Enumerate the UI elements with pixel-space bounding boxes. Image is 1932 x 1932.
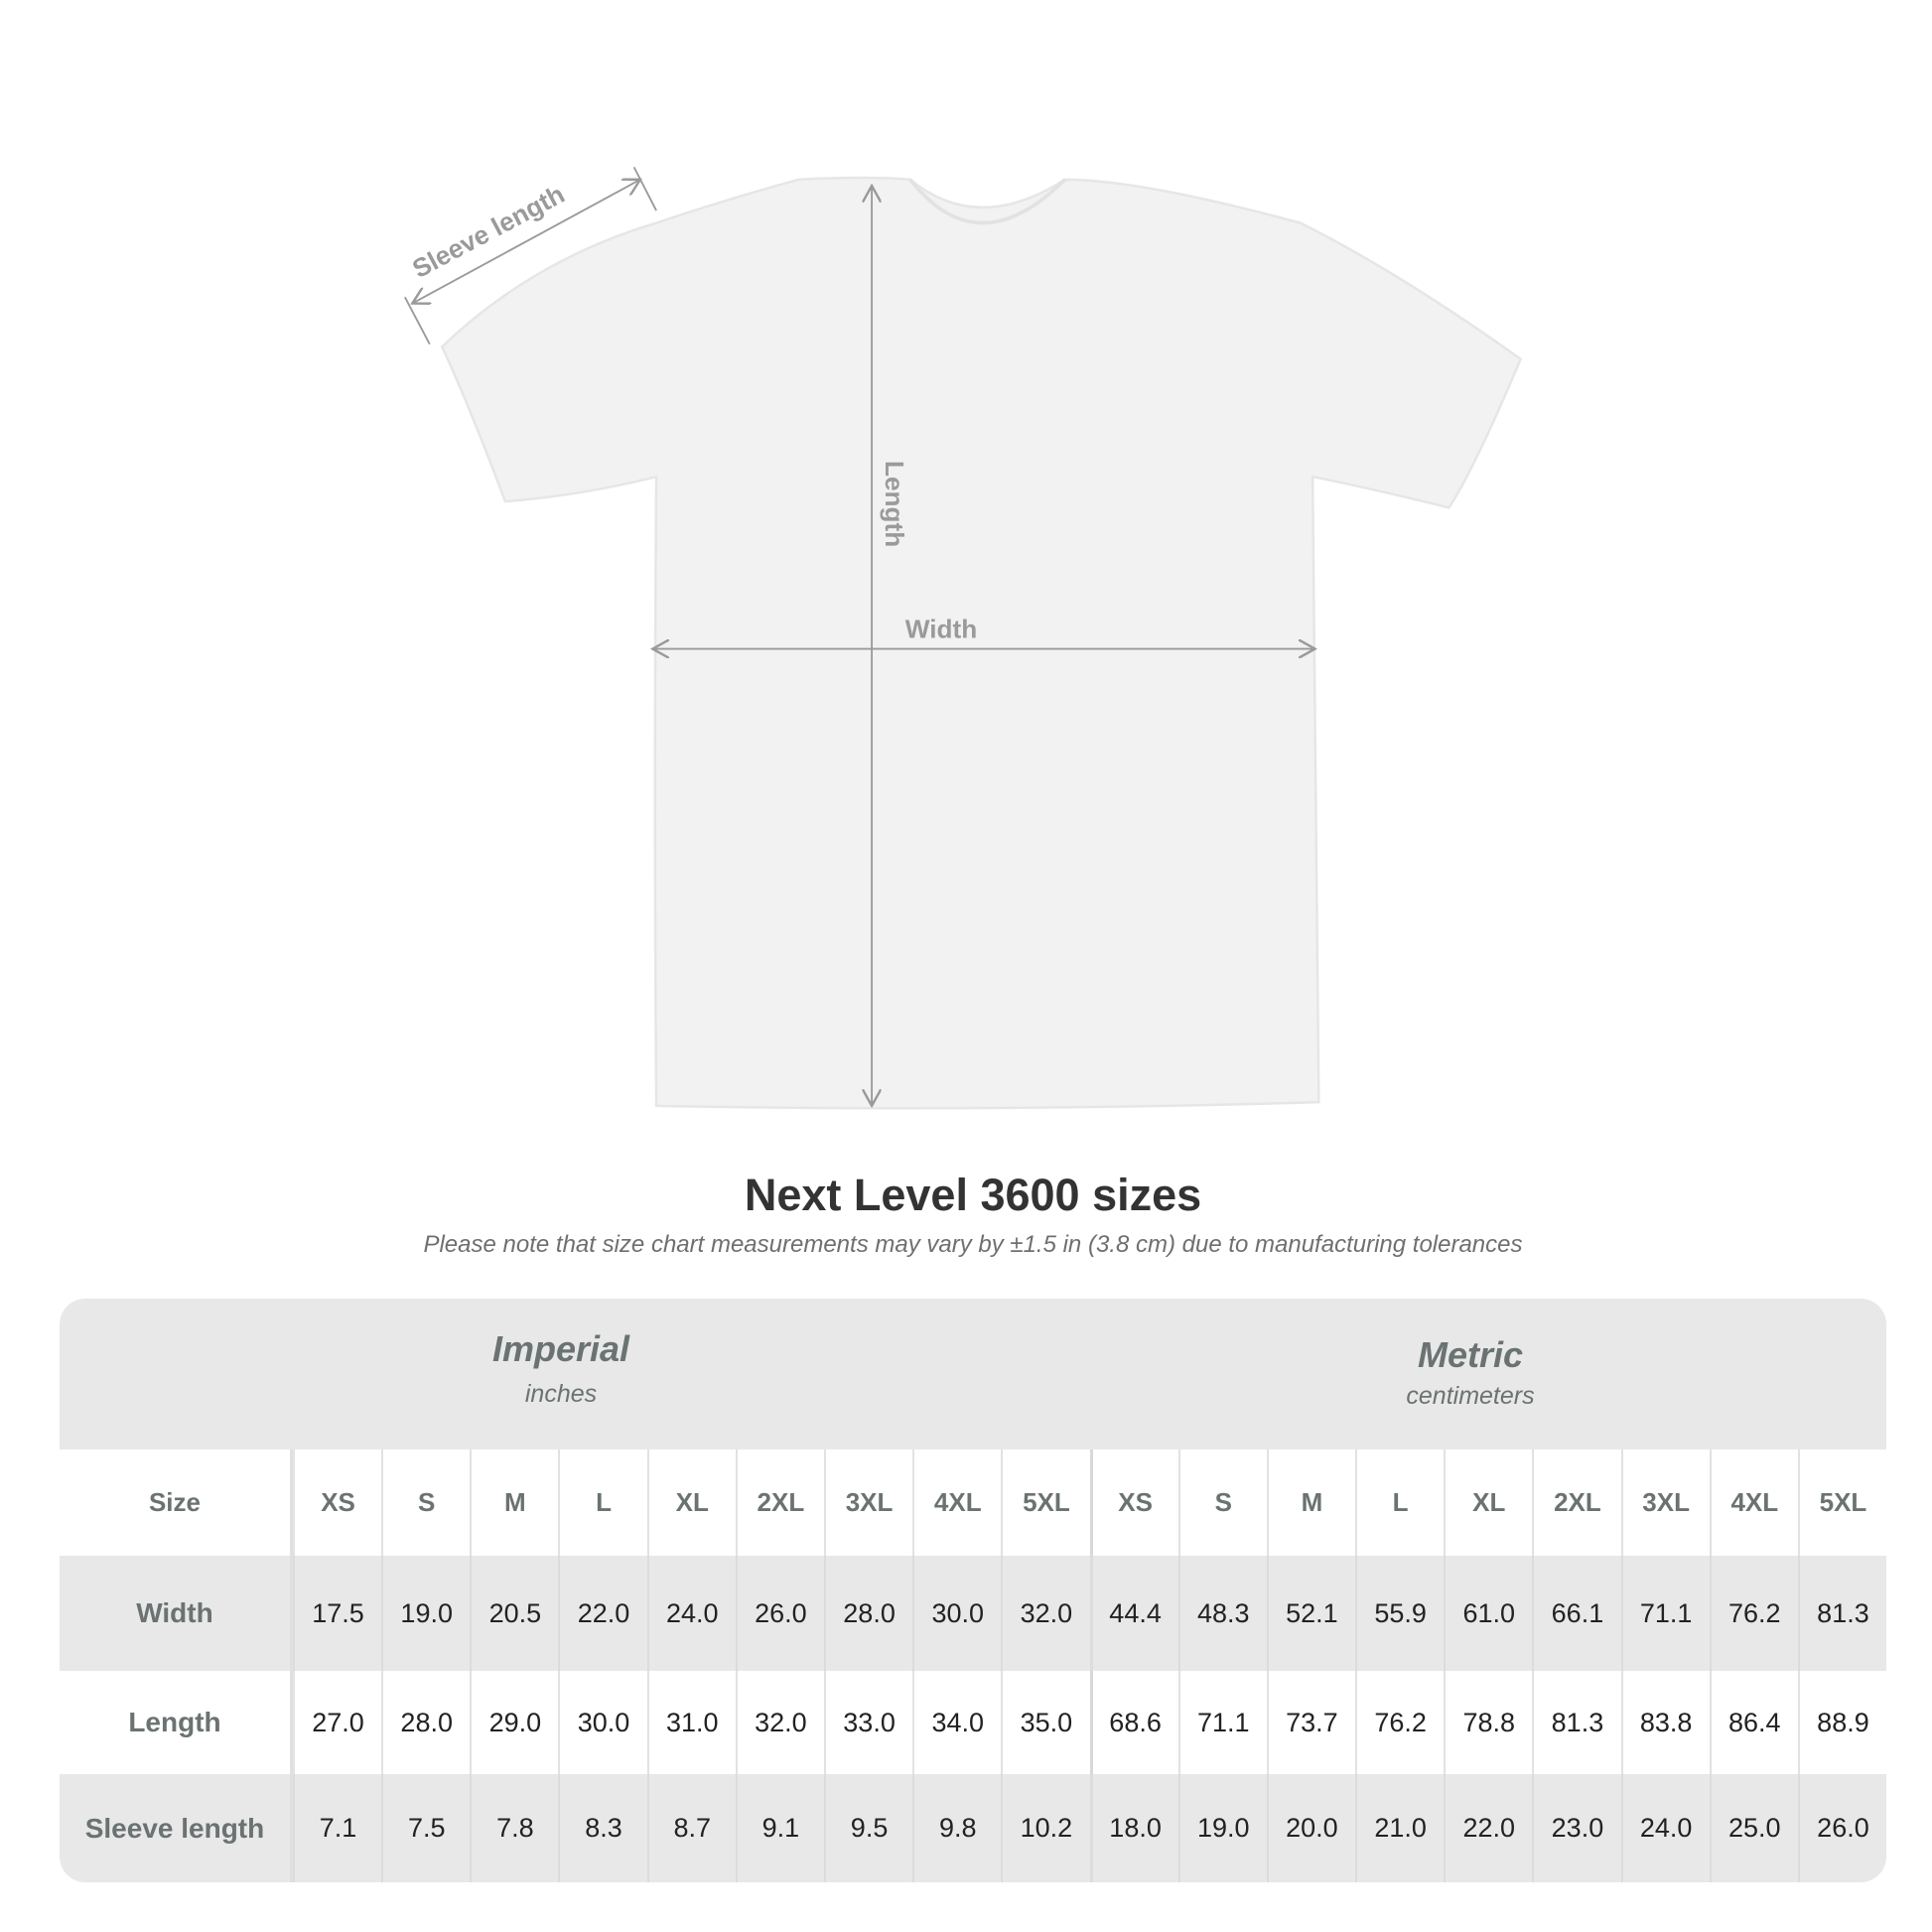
metric-cell: 88.9	[1797, 1671, 1886, 1774]
metric-cell: 21.0	[1355, 1774, 1444, 1882]
metric-cell: 5XL	[1797, 1449, 1886, 1556]
metric-cell: 55.9	[1355, 1556, 1444, 1671]
imperial-cell: 22.0	[558, 1556, 646, 1671]
length-label: Length	[880, 461, 909, 547]
imperial-cell: 29.0	[470, 1671, 558, 1774]
imperial-label: Imperial	[491, 1328, 630, 1369]
imperial-cell: 32.0	[1001, 1556, 1089, 1671]
imperial-cell: 27.0	[292, 1671, 381, 1774]
imperial-cell: 30.0	[558, 1671, 646, 1774]
metric-cell: 2XL	[1532, 1449, 1620, 1556]
imperial-cell: 2XL	[735, 1449, 824, 1556]
metric-cell: 44.4	[1089, 1556, 1178, 1671]
metric-cell: 83.8	[1620, 1671, 1710, 1774]
metric-cell: 26.0	[1797, 1774, 1886, 1882]
metric-cell: 68.6	[1089, 1671, 1178, 1774]
imperial-cell: 31.0	[646, 1671, 736, 1774]
imperial-cell: 32.0	[735, 1671, 824, 1774]
row-label: Length	[60, 1671, 293, 1774]
size-table: Imperial inches Metric centimeters Size X…	[60, 1299, 1886, 1882]
row-label: Size	[60, 1449, 293, 1556]
imperial-cell: 28.0	[823, 1556, 912, 1671]
imperial-unit: inches	[524, 1380, 598, 1408]
metric-cell: 71.1	[1177, 1671, 1267, 1774]
imperial-cell: 20.5	[470, 1556, 558, 1671]
metric-cell: 81.3	[1532, 1671, 1620, 1774]
metric-cell: 78.8	[1444, 1671, 1532, 1774]
imperial-cell: 26.0	[735, 1556, 824, 1671]
imperial-cell: 34.0	[912, 1671, 1001, 1774]
metric-cell: M	[1266, 1449, 1355, 1556]
metric-cell: 4XL	[1709, 1449, 1798, 1556]
imperial-cell: 28.0	[381, 1671, 470, 1774]
imperial-cell: 17.5	[292, 1556, 381, 1671]
page-title: Next Level 3600 sizes	[744, 1170, 1202, 1220]
metric-cell: 76.2	[1355, 1671, 1444, 1774]
imperial-cell: 33.0	[823, 1671, 912, 1774]
metric-cell: XS	[1089, 1449, 1178, 1556]
table-row: Sleeve length 7.1 7.5 7.8 8.3 8.7 9.1 9.5 9.8 10.…	[60, 1774, 1886, 1882]
row-label: Sleeve length	[60, 1774, 293, 1882]
imperial-cell: 24.0	[646, 1556, 736, 1671]
metric-cell: 81.3	[1797, 1556, 1886, 1671]
metric-cell: 48.3	[1177, 1556, 1267, 1671]
imperial-cell: 8.7	[646, 1774, 736, 1882]
metric-cell: 24.0	[1620, 1774, 1710, 1882]
metric-cell: 76.2	[1709, 1556, 1798, 1671]
metric-cell: 25.0	[1709, 1774, 1798, 1882]
imperial-cell: 7.5	[381, 1774, 470, 1882]
metric-cell: 73.7	[1266, 1671, 1355, 1774]
metric-label: Metric	[1417, 1334, 1524, 1375]
metric-cell: 71.1	[1620, 1556, 1710, 1671]
imperial-cell: S	[381, 1449, 470, 1556]
metric-cell: L	[1355, 1449, 1444, 1556]
imperial-cell: 9.8	[912, 1774, 1001, 1882]
metric-cell: 66.1	[1532, 1556, 1620, 1671]
imperial-cell: 8.3	[558, 1774, 646, 1882]
metric-cell: 20.0	[1266, 1774, 1355, 1882]
metric-cell: S	[1177, 1449, 1267, 1556]
metric-group: Metric centimeters	[1262, 1334, 1679, 1411]
imperial-cell: 9.1	[735, 1774, 824, 1882]
imperial-cell: 35.0	[1001, 1671, 1089, 1774]
table-row: Length 27.0 28.0 29.0 30.0 31.0 32.0 33.0 34.0 35…	[60, 1671, 1886, 1774]
table-group-header: Imperial inches Metric centimeters	[60, 1299, 1886, 1449]
imperial-cell: L	[558, 1449, 646, 1556]
imperial-cell: 9.5	[823, 1774, 912, 1882]
metric-cell: 22.0	[1444, 1774, 1532, 1882]
imperial-group: Imperial inches	[352, 1328, 769, 1409]
sleeve-length-line	[412, 180, 640, 304]
imperial-cell: 3XL	[823, 1449, 912, 1556]
imperial-cell: 7.8	[470, 1774, 558, 1882]
metric-cell: 86.4	[1709, 1671, 1798, 1774]
width-label: Width	[905, 614, 977, 643]
imperial-cell: M	[470, 1449, 558, 1556]
imperial-cell: XL	[646, 1449, 736, 1556]
imperial-cell: 10.2	[1001, 1774, 1089, 1882]
imperial-cell: 7.1	[292, 1774, 381, 1882]
tshirt-diagram: Sleeve length Length Width	[404, 166, 1523, 1110]
metric-cell: 23.0	[1532, 1774, 1620, 1882]
imperial-cell: XS	[292, 1449, 381, 1556]
metric-unit: centimeters	[1406, 1382, 1535, 1410]
metric-cell: XL	[1444, 1449, 1532, 1556]
imperial-cell: 30.0	[912, 1556, 1001, 1671]
metric-cell: 52.1	[1266, 1556, 1355, 1671]
metric-cell: 61.0	[1444, 1556, 1532, 1671]
tolerance-note: Please note that size chart measurements…	[423, 1231, 1523, 1258]
imperial-cell: 19.0	[381, 1556, 470, 1671]
metric-cell: 3XL	[1620, 1449, 1710, 1556]
imperial-cell: 5XL	[1001, 1449, 1089, 1556]
tshirt-shape	[440, 176, 1523, 1110]
table-row: Width 17.5 19.0 20.5 22.0 24.0 26.0 28.0 30.0 32.…	[60, 1556, 1886, 1671]
metric-cell: 19.0	[1177, 1774, 1267, 1882]
row-label: Width	[60, 1556, 293, 1671]
size-header-row: Size XS S M L XL 2XL 3XL 4XL 5XL XS S M L XL 2XL 3XL 4XL 5…	[60, 1449, 1886, 1556]
imperial-cell: 4XL	[912, 1449, 1001, 1556]
metric-cell: 18.0	[1089, 1774, 1178, 1882]
